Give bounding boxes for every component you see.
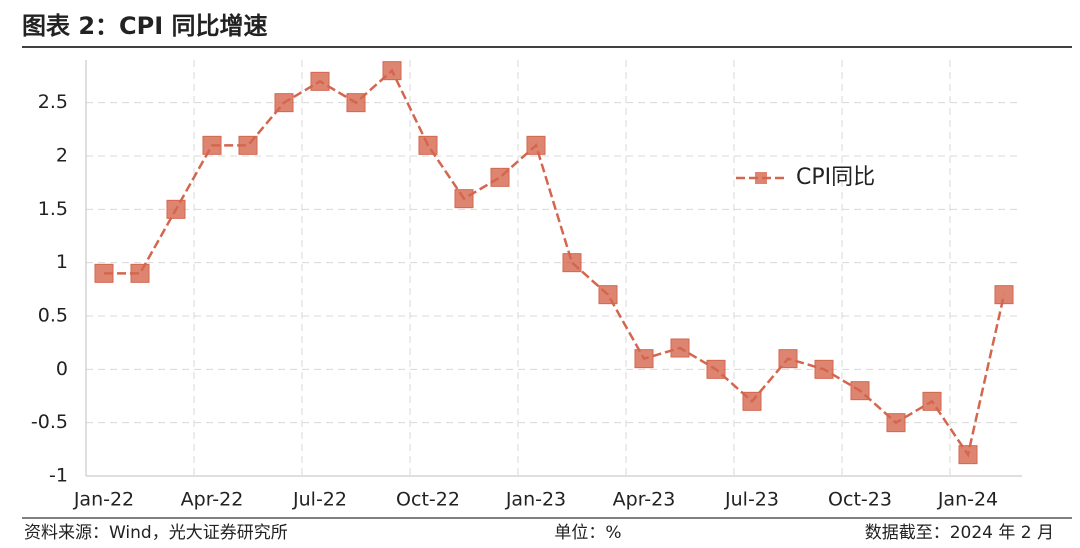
x-tick-label: Apr-23 xyxy=(613,489,676,511)
y-tick-label: -1 xyxy=(49,465,68,487)
marker xyxy=(850,381,870,401)
x-tick-label: Jan-22 xyxy=(73,489,134,511)
x-tick-label: Jan-24 xyxy=(937,489,998,511)
marker xyxy=(382,61,402,81)
marker xyxy=(958,445,978,465)
marker xyxy=(166,199,186,219)
marker xyxy=(274,93,294,113)
marker xyxy=(670,338,690,358)
marker xyxy=(418,135,438,155)
x-tick-label: Jul-22 xyxy=(292,489,347,511)
marker xyxy=(742,391,762,411)
source: 资料来源：Wind，光大证券研究所 xyxy=(24,523,288,543)
marker xyxy=(346,93,366,113)
y-tick-label: 0.5 xyxy=(38,305,68,327)
x-tick-label: Oct-22 xyxy=(396,489,460,511)
y-tick-label: 2.5 xyxy=(38,91,68,113)
legend-marker xyxy=(755,172,767,184)
y-tick-label: 1.5 xyxy=(38,198,68,220)
x-tick-label: Oct-23 xyxy=(828,489,892,511)
unit: 单位：% xyxy=(554,523,621,543)
marker xyxy=(526,135,546,155)
chart-title: 图表 2：CPI 同比增速 xyxy=(22,12,268,40)
marker xyxy=(886,413,906,433)
marker xyxy=(706,359,726,379)
y-tick-label: 0 xyxy=(56,358,68,380)
marker xyxy=(454,189,474,209)
x-tick-label: Jul-23 xyxy=(724,489,779,511)
marker xyxy=(994,285,1014,305)
marker xyxy=(814,359,834,379)
note: 数据截至：2024 年 2 月 xyxy=(865,523,1054,543)
marker xyxy=(238,135,258,155)
marker xyxy=(562,253,582,273)
marker xyxy=(202,135,222,155)
marker xyxy=(490,167,510,187)
marker xyxy=(310,71,330,91)
y-tick-label: 1 xyxy=(56,251,68,273)
marker xyxy=(634,349,654,369)
marker xyxy=(778,349,798,369)
marker xyxy=(94,263,114,283)
y-tick-label: 2 xyxy=(56,145,68,167)
y-tick-label: -0.5 xyxy=(31,411,68,433)
marker xyxy=(130,263,150,283)
legend-label: CPI同比 xyxy=(796,165,875,190)
marker xyxy=(922,391,942,411)
x-tick-label: Apr-22 xyxy=(181,489,244,511)
marker xyxy=(598,285,618,305)
x-tick-label: Jan-23 xyxy=(505,489,566,511)
